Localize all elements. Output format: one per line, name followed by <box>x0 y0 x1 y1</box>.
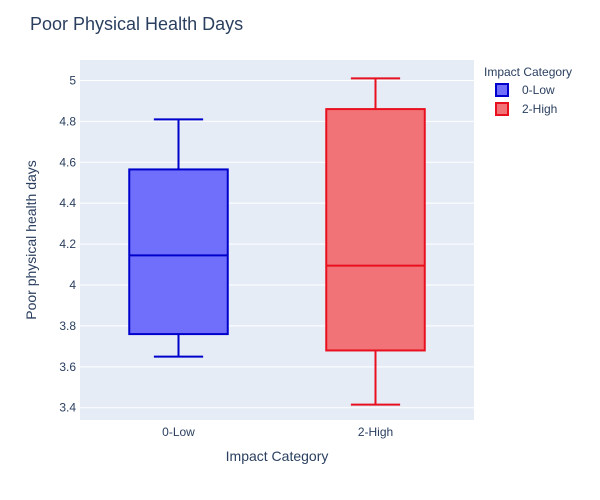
legend-title: Impact Category <box>484 65 572 79</box>
y-tick-label: 5 <box>69 73 76 87</box>
box-2-High <box>325 77 426 406</box>
x-axis-title: Impact Category <box>226 448 329 464</box>
legend-item-2-High[interactable]: 2-High <box>495 102 557 116</box>
iqr-box <box>128 168 229 336</box>
legend-label: 0-Low <box>522 83 555 97</box>
box-0-Low <box>128 118 229 358</box>
legend-item-0-Low[interactable]: 0-Low <box>495 83 555 97</box>
x-axis-ticks: 0-Low 2-High <box>162 425 393 439</box>
y-tick-label: 4.4 <box>59 196 76 210</box>
y-tick-label: 3.4 <box>59 401 76 415</box>
legend-label: 2-High <box>522 102 557 116</box>
boxes <box>128 77 426 406</box>
iqr-box <box>325 108 426 352</box>
x-tick-label: 0-Low <box>162 425 195 439</box>
y-axis-ticks: 3.4 3.6 3.8 4 4.2 4.4 4.6 4.8 5 <box>59 73 76 414</box>
legend-swatch <box>495 83 509 97</box>
chart-title: Poor Physical Health Days <box>30 14 243 34</box>
y-tick-label: 4.6 <box>59 155 76 169</box>
x-tick-label: 2-High <box>358 425 393 439</box>
y-axis-title: Poor physical health days <box>23 160 39 320</box>
legend-items: 0-Low 2-High <box>495 83 557 116</box>
y-tick-label: 3.6 <box>59 360 76 374</box>
y-tick-label: 4 <box>69 278 76 292</box>
y-tick-label: 3.8 <box>59 319 76 333</box>
y-tick-label: 4.8 <box>59 114 76 128</box>
y-tick-label: 4.2 <box>59 237 76 251</box>
legend-swatch <box>495 102 509 116</box>
legend: Impact Category 0-Low 2-High <box>484 65 572 116</box>
